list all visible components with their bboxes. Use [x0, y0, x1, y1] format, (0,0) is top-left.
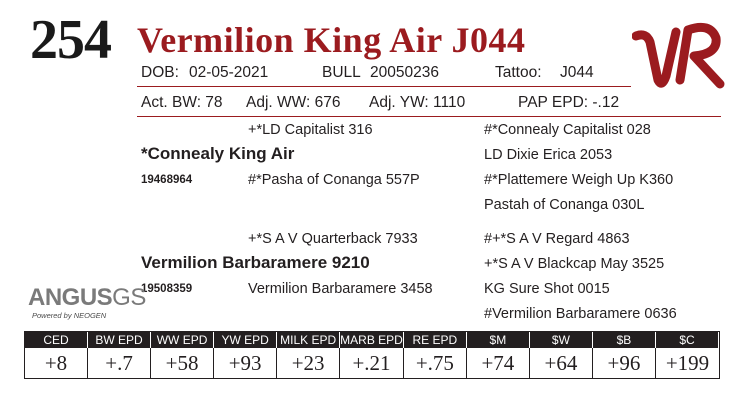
epd-header: $C [655, 332, 719, 348]
tattoo-label: Tattoo: [495, 64, 542, 81]
sire-dam-sire: #*Plattemere Weigh Up K360 [484, 172, 674, 188]
epd-value: +96 [593, 348, 656, 379]
epd-header: $W [529, 332, 593, 348]
epd-header: RE EPD [403, 332, 467, 348]
epd-value: +199 [665, 351, 710, 375]
tattoo-value: J044 [560, 64, 594, 81]
epd-value: +.21 [340, 348, 404, 379]
sire-dam: #*Pasha of Conanga 557P [248, 172, 420, 188]
angus-logo-subtitle: Powered by NEOGEN [32, 311, 107, 320]
epd-value: +93 [214, 348, 278, 379]
sex-label: BULL [322, 64, 361, 81]
dam-sire: +*S A V Quarterback 7933 [248, 231, 418, 247]
sire-sire-sire: #*Connealy Capitalist 028 [484, 122, 651, 138]
sire-registration: 19468964 [141, 174, 193, 186]
epd-value: +74 [467, 348, 530, 379]
epd-header: $B [592, 332, 656, 348]
adjusted-yearling-weight: Adj. YW: 1110 [369, 94, 466, 111]
sire-dam-dam: Pastah of Conanga 030L [484, 197, 645, 213]
divider-line [137, 86, 631, 87]
epd-value: +.7 [88, 348, 152, 379]
epd-value: +58 [151, 348, 215, 379]
adjusted-weaning-weight: Adj. WW: 676 [246, 94, 341, 111]
epd-header: $M [466, 332, 530, 348]
actual-birth-weight: Act. BW: 78 [141, 94, 223, 111]
dob-value: 02-05-2021 [189, 64, 269, 81]
epd-header: YW EPD [214, 332, 278, 348]
dam-sire-sire: #+*S A V Regard 4863 [484, 231, 630, 247]
epd-table: CED BW EPD WW EPD YW EPD MILK EPD MARB E… [24, 331, 720, 379]
epd-value: +.75 [404, 348, 467, 379]
epd-header: WW EPD [151, 332, 215, 348]
dam-dam: Vermilion Barbaramere 3458 [248, 281, 433, 297]
dam-name: Vermilion Barbaramere 9210 [141, 253, 370, 272]
dob-label: DOB: [141, 64, 179, 81]
divider-line [137, 116, 721, 117]
dam-registration: 19508359 [141, 283, 193, 295]
epd-value: +64 [530, 348, 593, 379]
lot-number: 254 [30, 9, 112, 71]
epd-value: +23 [277, 348, 341, 379]
dam-dam-dam: #Vermilion Barbaramere 0636 [484, 306, 677, 322]
epd-header: BW EPD [88, 332, 152, 348]
animal-name: Vermilion King Air J044 [137, 20, 526, 60]
sire-sire-dam: LD Dixie Erica 2053 [484, 147, 613, 163]
registration-number: 20050236 [370, 64, 439, 81]
epd-header: MARB EPD [340, 332, 404, 348]
angus-gs-logo: ANGUSGS Powered by NEOGEN [28, 284, 146, 324]
vr-brand-logo [632, 22, 725, 89]
epd-value: +8 [25, 348, 89, 379]
sire-name: *Connealy King Air [141, 144, 295, 163]
pap-epd: PAP EPD: -.12 [518, 94, 620, 111]
dam-sire-dam: +*S A V Blackcap May 3525 [484, 256, 665, 272]
epd-header: CED [25, 332, 89, 348]
angus-logo-text: ANGUSGS [28, 284, 146, 311]
epd-header: MILK EPD [277, 332, 341, 348]
dam-dam-sire: KG Sure Shot 0015 [484, 281, 610, 297]
sire-sire: +*LD Capitalist 316 [248, 122, 373, 138]
